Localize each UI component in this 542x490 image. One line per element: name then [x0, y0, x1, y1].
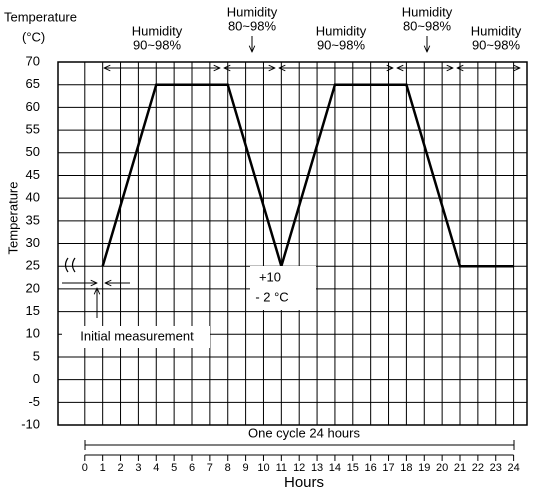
x-tick-label: 3 — [135, 462, 141, 474]
y-tick-label: -10 — [21, 416, 40, 431]
annotation: Humidity — [402, 4, 453, 19]
x-tick-label: 21 — [454, 462, 466, 474]
initial-box — [62, 326, 210, 348]
axis-title: Temperature — [4, 9, 77, 24]
y-tick-label: 10 — [26, 326, 40, 341]
x-tick-label: 2 — [117, 462, 123, 474]
x-tick-label: 23 — [490, 462, 502, 474]
x-tick-label: 20 — [436, 462, 448, 474]
y-axis-label: Temperature — [5, 182, 20, 255]
annotation: 80~98% — [228, 18, 277, 33]
axis-unit: (°C) — [22, 29, 45, 44]
y-tick-label: 70 — [26, 53, 40, 68]
annotation: +10 — [259, 269, 281, 284]
x-tick-label: 15 — [347, 462, 359, 474]
x-tick-label: 9 — [243, 462, 249, 474]
annotation: 90~98% — [133, 37, 182, 52]
grid — [57, 61, 528, 461]
y-tick-label: 15 — [26, 303, 40, 318]
x-tick-label: 24 — [507, 462, 519, 474]
x-tick-label: 10 — [257, 462, 269, 474]
plot-data — [101, 83, 514, 271]
annotation: 80~98% — [403, 18, 452, 33]
tolerance-box — [250, 266, 316, 310]
x-tick-label: 7 — [207, 462, 213, 474]
x-tick-label: 5 — [171, 462, 177, 474]
y-tick-label: 45 — [26, 167, 40, 182]
annotation: - 2 °C — [255, 289, 288, 304]
x-tick-label: 16 — [365, 462, 377, 474]
x-tick-label: 13 — [311, 462, 323, 474]
annotation: Initial measurement — [80, 328, 194, 343]
x-tick-label: 14 — [329, 462, 341, 474]
annotation: Humidity — [471, 23, 522, 38]
x-tick-label: 12 — [293, 462, 305, 474]
annotation: Humidity — [132, 23, 183, 38]
x-tick-label: 19 — [418, 462, 430, 474]
temperature-line — [101, 83, 514, 271]
y-tick-label: 30 — [26, 235, 40, 250]
x-axis-label: Hours — [284, 474, 324, 490]
annotation: One cycle 24 hours — [248, 425, 361, 440]
labels: Temperature (°C) Temperature Hours 70656… — [4, 4, 522, 490]
x-tick-label: 0 — [82, 462, 88, 474]
y-tick-label: 60 — [26, 99, 40, 114]
x-tick-label: 22 — [472, 462, 484, 474]
x-tick-label: 4 — [153, 462, 159, 474]
x-tick-label: 18 — [400, 462, 412, 474]
x-tick-label: 6 — [189, 462, 195, 474]
annotation: Humidity — [227, 4, 278, 19]
x-tick-label: 8 — [225, 462, 231, 474]
y-tick-label: 55 — [26, 122, 40, 137]
y-tick-label: 65 — [26, 76, 40, 91]
y-tick-label: -5 — [28, 394, 40, 409]
y-tick-label: 25 — [26, 258, 40, 273]
y-tick-label: 5 — [33, 348, 40, 363]
y-tick-label: 35 — [26, 212, 40, 227]
y-tick-label: 20 — [26, 280, 40, 295]
annotation: 90~98% — [472, 37, 521, 52]
span-arrows — [62, 36, 520, 450]
annotation: 90~98% — [317, 37, 366, 52]
y-tick-label: 0 — [33, 371, 40, 386]
y-tick-label: 40 — [26, 190, 40, 205]
annotation: Humidity — [316, 23, 367, 38]
x-tick-label: 17 — [382, 462, 394, 474]
y-tick-label: 50 — [26, 144, 40, 159]
x-tick-label: 11 — [276, 462, 287, 474]
x-tick-label: 1 — [100, 462, 106, 474]
